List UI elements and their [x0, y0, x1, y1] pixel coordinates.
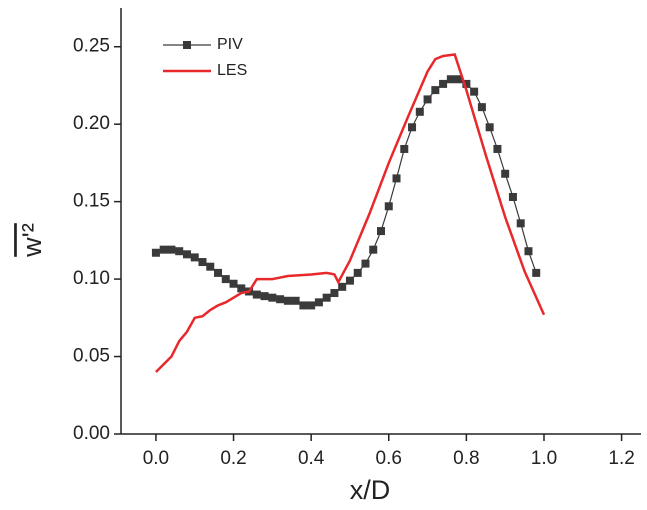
point: [268, 293, 277, 302]
point: [353, 268, 362, 277]
point: [206, 262, 215, 271]
series-line: [155, 78, 537, 307]
point: [283, 296, 292, 305]
point: [175, 247, 184, 256]
point: [276, 295, 285, 304]
x-tick-label: 1.2: [608, 448, 634, 469]
point: [415, 107, 424, 116]
legend-label: LES: [217, 62, 247, 79]
point: [338, 282, 347, 291]
point: [377, 227, 385, 236]
point: [446, 75, 455, 84]
point: [431, 86, 440, 95]
x-tick-label: 0.0: [143, 448, 169, 469]
point: [369, 245, 378, 254]
y-axis-label: w'²: [17, 223, 47, 258]
y-tick-label: 0.20: [73, 113, 110, 134]
legend-marker: [183, 41, 191, 49]
point: [400, 144, 409, 153]
point: [214, 268, 223, 277]
point: [314, 298, 323, 307]
y-tick-label: 0.15: [73, 191, 110, 212]
point: [260, 292, 269, 301]
point: [462, 79, 471, 88]
y-tick-label: 0.25: [73, 36, 110, 57]
point: [485, 123, 494, 132]
y-tick-label: 0.05: [73, 346, 110, 367]
point: [252, 290, 261, 299]
point: [198, 258, 207, 267]
legend-label: PIV: [217, 36, 243, 53]
point: [190, 253, 199, 262]
series-line: [155, 53, 546, 373]
point: [454, 75, 463, 84]
point: [501, 169, 510, 178]
point: [182, 250, 191, 259]
point: [237, 284, 246, 293]
x-tick-label: 0.6: [376, 448, 402, 469]
point: [524, 247, 533, 256]
x-tick-label: 1.0: [531, 448, 557, 469]
point: [159, 245, 168, 254]
point: [221, 275, 230, 284]
point: [508, 192, 517, 201]
x-tick-label: 0.8: [453, 448, 479, 469]
x-tick-label: 0.4: [298, 448, 325, 469]
point: [423, 95, 432, 104]
point: [532, 268, 541, 277]
x-tick-label: 0.2: [220, 448, 246, 469]
point: [322, 293, 331, 302]
x-axis-label: x/D: [350, 475, 391, 505]
point: [516, 219, 525, 228]
point: [345, 276, 354, 285]
point: [470, 87, 479, 96]
point: [477, 103, 486, 112]
point: [392, 174, 401, 183]
point: [299, 301, 308, 310]
point: [439, 79, 448, 88]
point: [167, 245, 176, 254]
point: [361, 259, 370, 268]
point: [151, 248, 160, 257]
y-tick-label: 0.00: [73, 423, 110, 444]
point: [229, 279, 238, 288]
point: [384, 202, 393, 211]
point: [408, 123, 417, 132]
point: [330, 289, 339, 298]
point: [291, 296, 300, 305]
y-tick-label: 0.10: [73, 268, 110, 289]
point: [307, 301, 316, 310]
point: [493, 144, 502, 153]
